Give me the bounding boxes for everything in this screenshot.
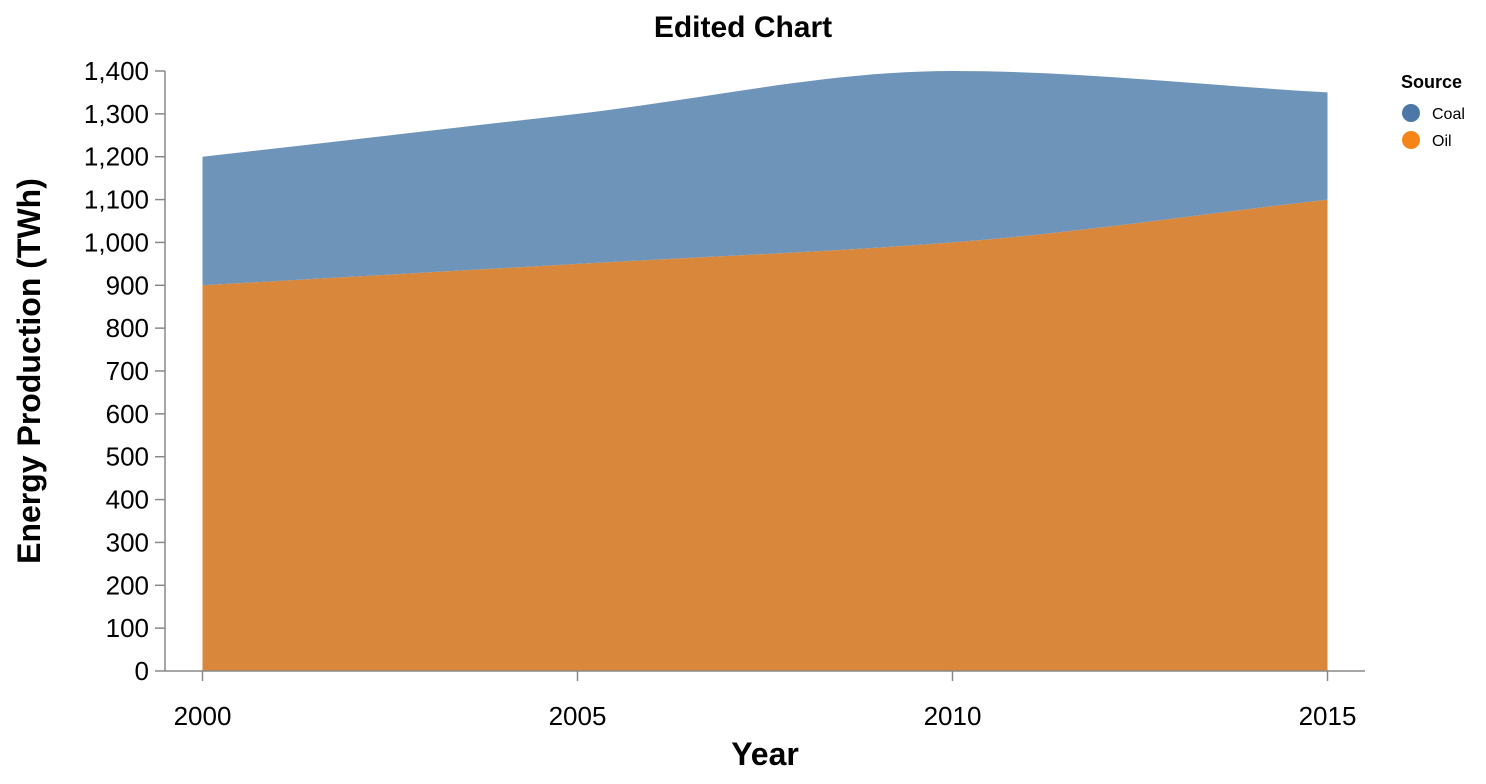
x-tick-label: 2000 bbox=[174, 701, 232, 731]
x-tick-label: 2010 bbox=[924, 701, 982, 731]
y-tick-label: 400 bbox=[106, 485, 149, 515]
y-axis-title: Energy Production (TWh) bbox=[11, 178, 47, 564]
y-tick-label: 200 bbox=[106, 570, 149, 600]
y-tick-label: 300 bbox=[106, 527, 149, 557]
legend-swatch-oil bbox=[1402, 131, 1420, 149]
x-axis-ticks: 2000 2005 2010 2015 bbox=[174, 671, 1357, 731]
y-tick-label: 800 bbox=[106, 313, 149, 343]
y-tick-label: 600 bbox=[106, 399, 149, 429]
x-tick-label: 2005 bbox=[549, 701, 607, 731]
area-coal bbox=[202, 71, 1328, 286]
y-tick-label: 1,000 bbox=[84, 227, 149, 257]
y-tick-label: 900 bbox=[106, 270, 149, 300]
y-tick-label: 700 bbox=[106, 356, 149, 386]
y-tick-label: 1,200 bbox=[84, 142, 149, 172]
y-tick-label: 1,100 bbox=[84, 185, 149, 215]
x-tick-label: 2015 bbox=[1299, 701, 1357, 731]
legend-title: Source bbox=[1401, 72, 1462, 92]
y-axis-ticks: 0 100 200 300 400 500 600 700 800 900 1,000 1,100 1,… bbox=[84, 56, 165, 686]
legend-label-oil: Oil bbox=[1432, 133, 1452, 150]
y-tick-label: 100 bbox=[106, 613, 149, 643]
legend-label-coal: Coal bbox=[1432, 106, 1465, 123]
legend-swatch-coal bbox=[1402, 104, 1420, 122]
legend: Source Coal Oil bbox=[1401, 72, 1465, 150]
x-axis-title: Year bbox=[731, 736, 799, 772]
chart-title: Edited Chart bbox=[654, 11, 832, 44]
y-tick-label: 0 bbox=[135, 656, 149, 686]
plot-areas bbox=[202, 71, 1328, 671]
y-tick-label: 500 bbox=[106, 442, 149, 472]
area-oil bbox=[202, 199, 1328, 671]
y-tick-label: 1,300 bbox=[84, 99, 149, 129]
y-tick-label: 1,400 bbox=[84, 56, 149, 86]
